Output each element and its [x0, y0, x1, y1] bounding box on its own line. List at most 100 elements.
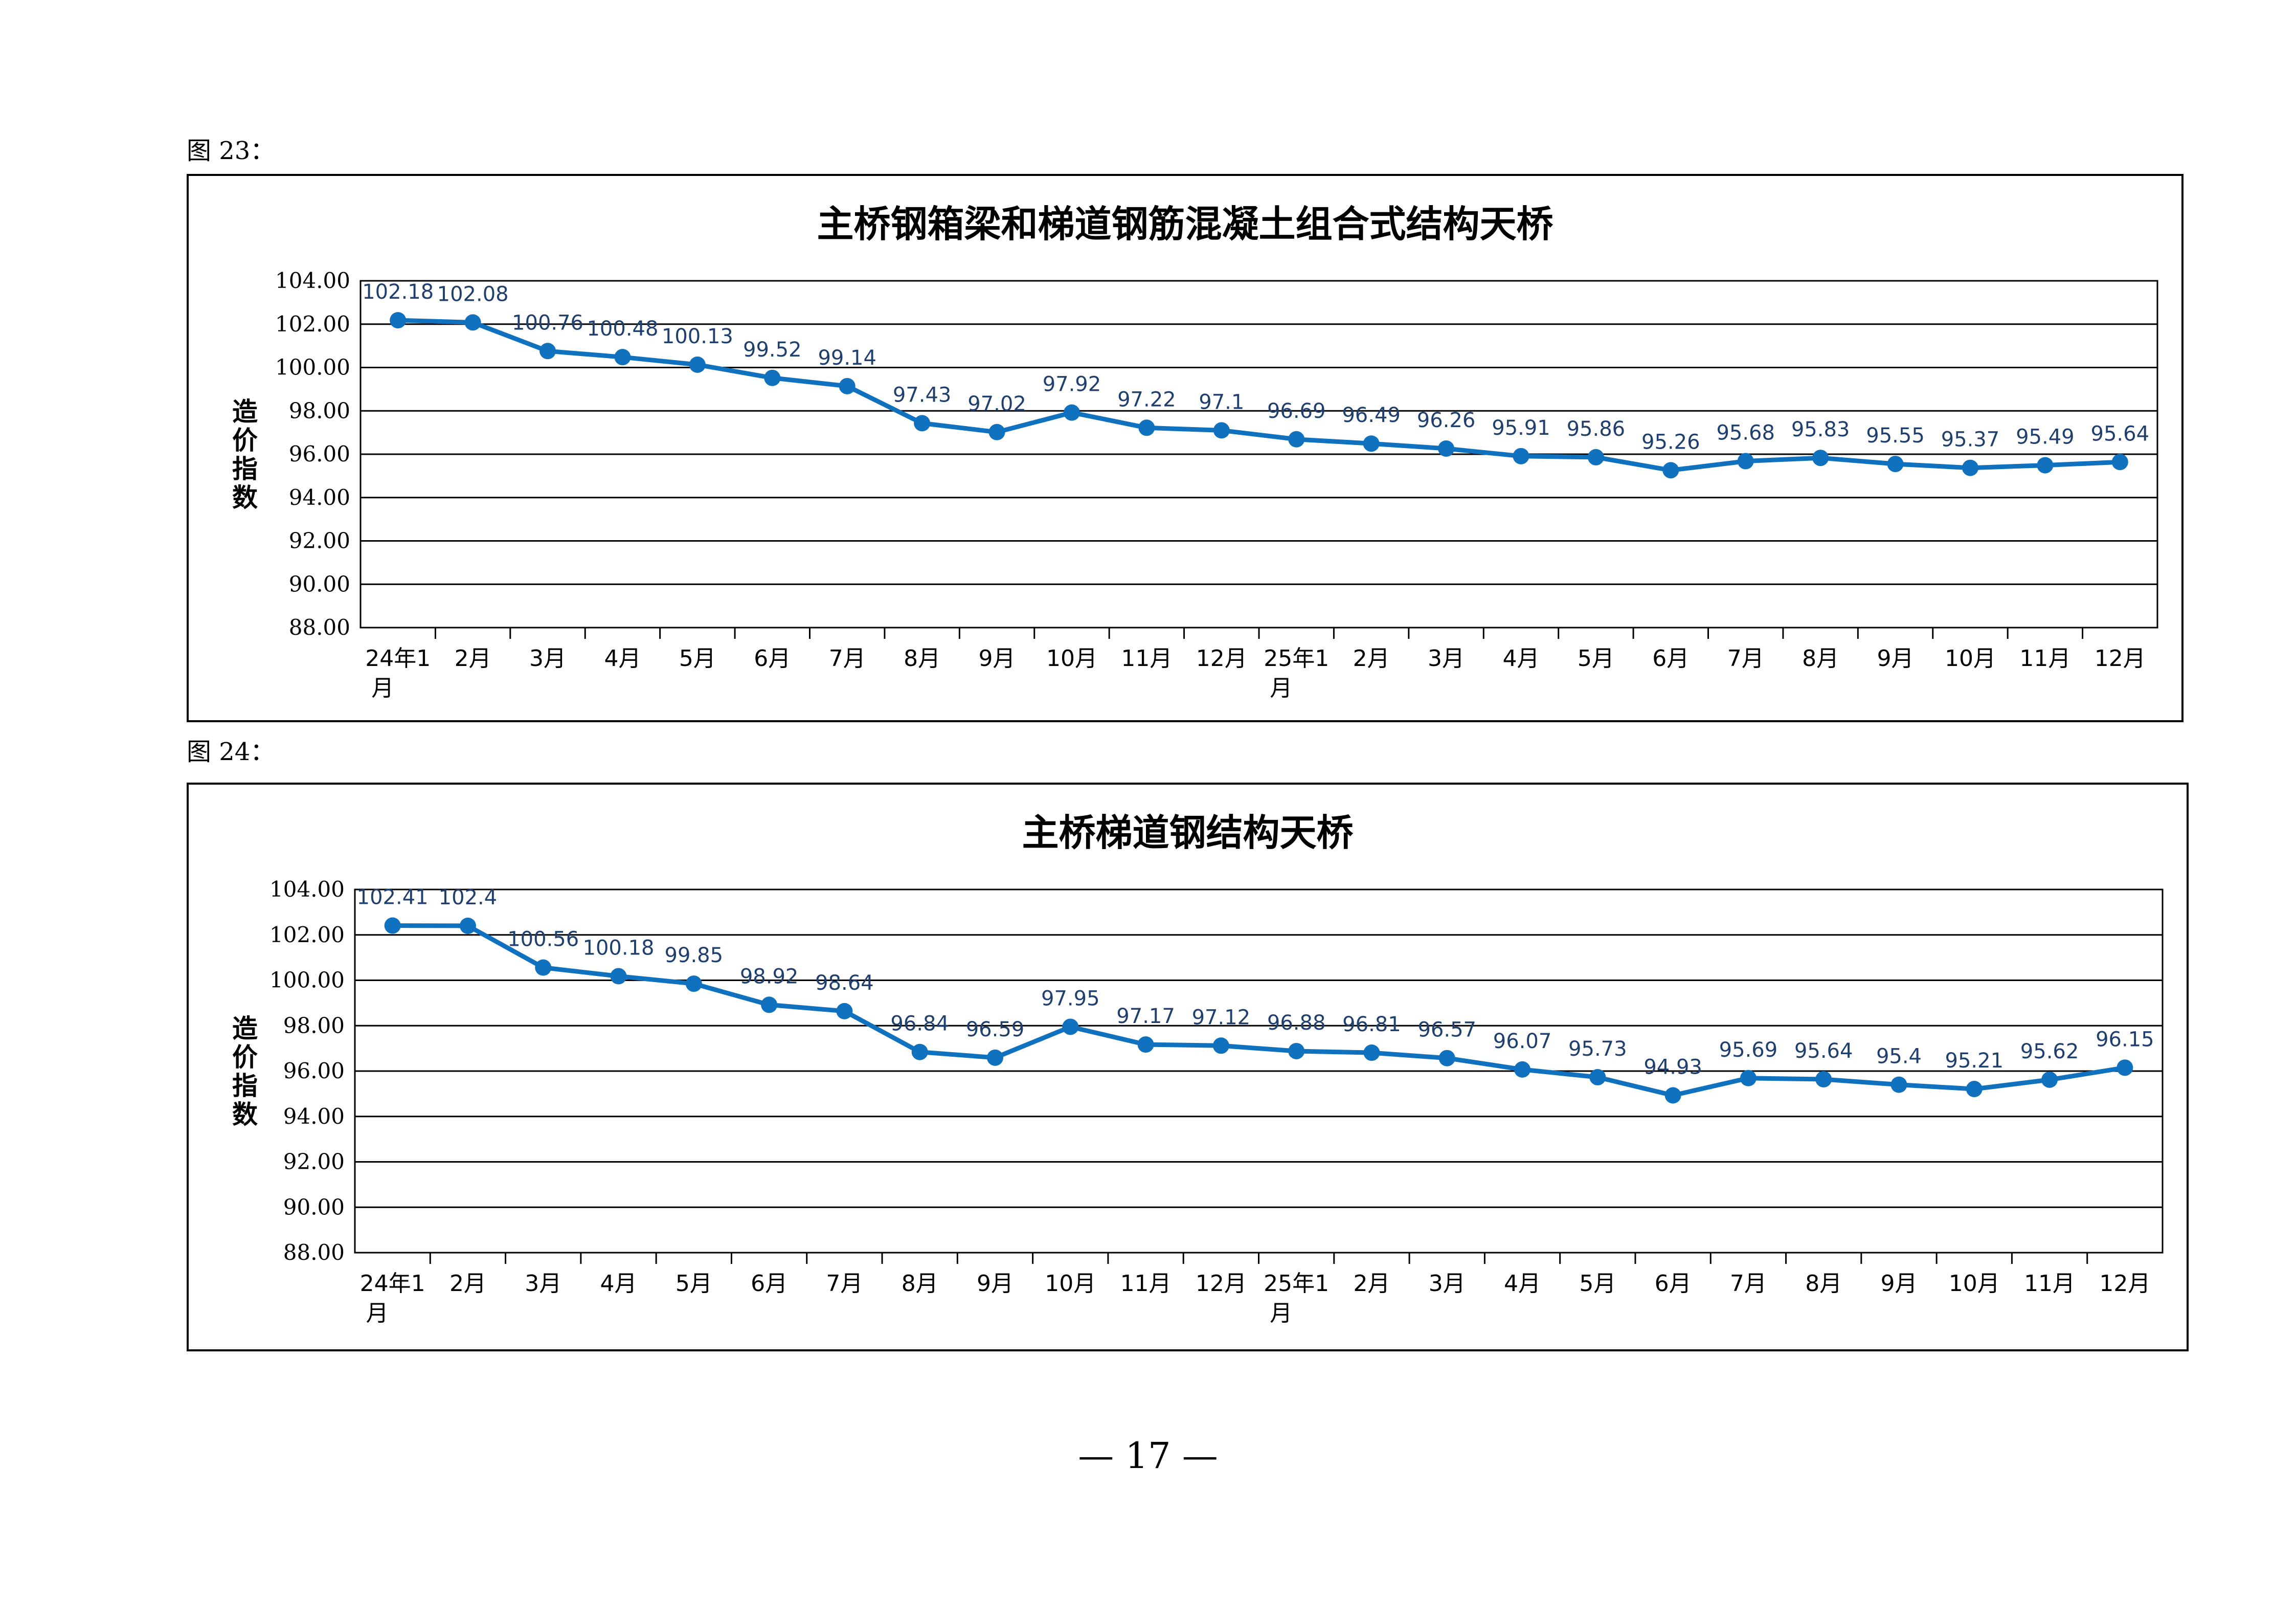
line-chart: 104.00 102.00 100.00 98.00 96.00 94.00 92.00 90…: [232, 268, 2158, 701]
x-tick-label: 4月: [1502, 646, 1539, 672]
data-point: [1063, 404, 1080, 421]
data-point: [1815, 1071, 1832, 1087]
x-tick-label: 11月: [2024, 1271, 2075, 1297]
x-tick-label: 24年1 月: [365, 646, 431, 701]
data-point: [614, 349, 631, 366]
data-label: 95.37: [1941, 428, 2000, 452]
data-label: 95.86: [1567, 417, 1626, 441]
x-tick-label: 7月: [829, 646, 866, 672]
data-point: [1137, 1036, 1154, 1053]
data-label: 95.4: [1876, 1045, 1922, 1069]
x-tick-label: 24年1 月: [360, 1271, 425, 1326]
x-tick-label: 2月: [455, 646, 491, 672]
y-tick-label: 104.00: [275, 268, 350, 293]
x-tick-label: 6月: [751, 1271, 787, 1297]
data-point: [761, 996, 778, 1013]
data-label: 95.62: [2020, 1040, 2079, 1063]
data-point: [1514, 1061, 1531, 1078]
data-label: 99.52: [743, 338, 802, 362]
data-point: [1890, 1076, 1907, 1093]
x-tick-label: 25年1 月: [1264, 1271, 1329, 1326]
y-tick-label: 100.00: [269, 968, 345, 993]
data-point: [1288, 1042, 1305, 1059]
data-point: [1363, 435, 1380, 452]
data-label: 94.93: [1644, 1055, 1702, 1079]
x-tick-label: 5月: [679, 646, 716, 672]
data-point: [1363, 1044, 1380, 1061]
data-point: [610, 968, 627, 985]
x-tick-label: 6月: [754, 646, 791, 672]
y-tick-label: 102.00: [275, 312, 350, 337]
data-point: [836, 1003, 853, 1019]
data-point: [2117, 1059, 2133, 1076]
x-tick-label: 10月: [1046, 646, 1097, 672]
data-label: 97.92: [1043, 373, 1101, 396]
data-label: 96.07: [1493, 1030, 1552, 1053]
data-point: [1438, 440, 1455, 457]
x-tick-label: 10月: [1949, 1271, 2000, 1297]
data-label: 96.49: [1342, 404, 1401, 427]
x-tick-label: 5月: [1579, 1271, 1616, 1297]
data-label: 95.68: [1716, 421, 1775, 445]
y-tick-label: 94.00: [289, 485, 350, 510]
line-chart: 104.00 102.00 100.00 98.00 96.00 94.00 92.00 90…: [232, 877, 2164, 1326]
data-point: [459, 918, 476, 934]
x-tick-label: 10月: [1045, 1271, 1096, 1297]
x-tick-label: 4月: [600, 1271, 637, 1297]
data-label: 97.43: [893, 383, 952, 407]
chart-panel-24: 主桥梯道钢结构天桥 104.00 102.00 100.00 98.00 96.00 94…: [187, 783, 2189, 1351]
x-tick-label: 8月: [904, 646, 940, 672]
x-tick-label: 3月: [525, 1271, 561, 1297]
x-tick-label: 12月: [2095, 646, 2146, 672]
data-point: [1213, 422, 1230, 439]
data-point: [2037, 457, 2054, 474]
x-tick-label: 4月: [1504, 1271, 1541, 1297]
x-tick-label: 7月: [1727, 646, 1764, 672]
data-point: [390, 312, 407, 329]
data-label: 96.15: [2096, 1028, 2154, 1051]
y-axis-label: 造价指数: [232, 1013, 258, 1129]
data-point: [1966, 1081, 1983, 1098]
x-tick-label: 2月: [449, 1271, 486, 1297]
y-tick-label: 88.00: [283, 1240, 345, 1265]
data-label: 96.84: [890, 1012, 949, 1036]
x-tick-label: 2月: [1353, 1271, 1390, 1297]
page-number: — 17 —: [1078, 1435, 1218, 1477]
data-point: [1288, 431, 1305, 448]
x-tick-label: 6月: [1655, 1271, 1692, 1297]
data-label: 100.76: [512, 311, 583, 335]
x-tick-label: 9月: [977, 1271, 1014, 1297]
data-label: 100.18: [583, 937, 655, 960]
data-label: 100.48: [587, 317, 658, 341]
data-label: 96.88: [1267, 1011, 1326, 1035]
data-point: [2041, 1071, 2058, 1088]
data-point: [764, 369, 781, 386]
x-tick-label: 5月: [1578, 646, 1614, 672]
data-label: 95.69: [1719, 1038, 1778, 1062]
data-point: [1962, 459, 1978, 476]
data-label: 95.26: [1641, 430, 1700, 454]
data-label: 96.59: [966, 1018, 1025, 1041]
data-point: [839, 377, 856, 394]
x-tick-label: 5月: [676, 1271, 712, 1297]
x-tick-label: 8月: [1802, 646, 1839, 672]
data-label: 97.02: [967, 392, 1026, 416]
x-tick-label: 11月: [1120, 1271, 1172, 1297]
data-label: 102.08: [437, 282, 509, 306]
data-point: [1812, 450, 1829, 466]
y-tick-label: 90.00: [289, 571, 350, 596]
x-tick-label: 12月: [1196, 646, 1247, 672]
x-tick-label: 6月: [1652, 646, 1689, 672]
data-point: [539, 343, 556, 360]
x-tick-label: 9月: [1877, 646, 1914, 672]
data-point: [1662, 462, 1679, 479]
data-label: 95.83: [1791, 418, 1850, 441]
data-point: [1740, 1070, 1757, 1086]
data-label: 95.73: [1568, 1037, 1627, 1061]
data-label: 102.18: [362, 280, 434, 304]
data-label: 98.64: [815, 971, 874, 995]
data-label: 102.41: [357, 886, 429, 909]
y-tick-label: 98.00: [283, 1013, 345, 1038]
y-tick-label: 96.00: [289, 441, 350, 466]
data-point: [1513, 448, 1529, 464]
